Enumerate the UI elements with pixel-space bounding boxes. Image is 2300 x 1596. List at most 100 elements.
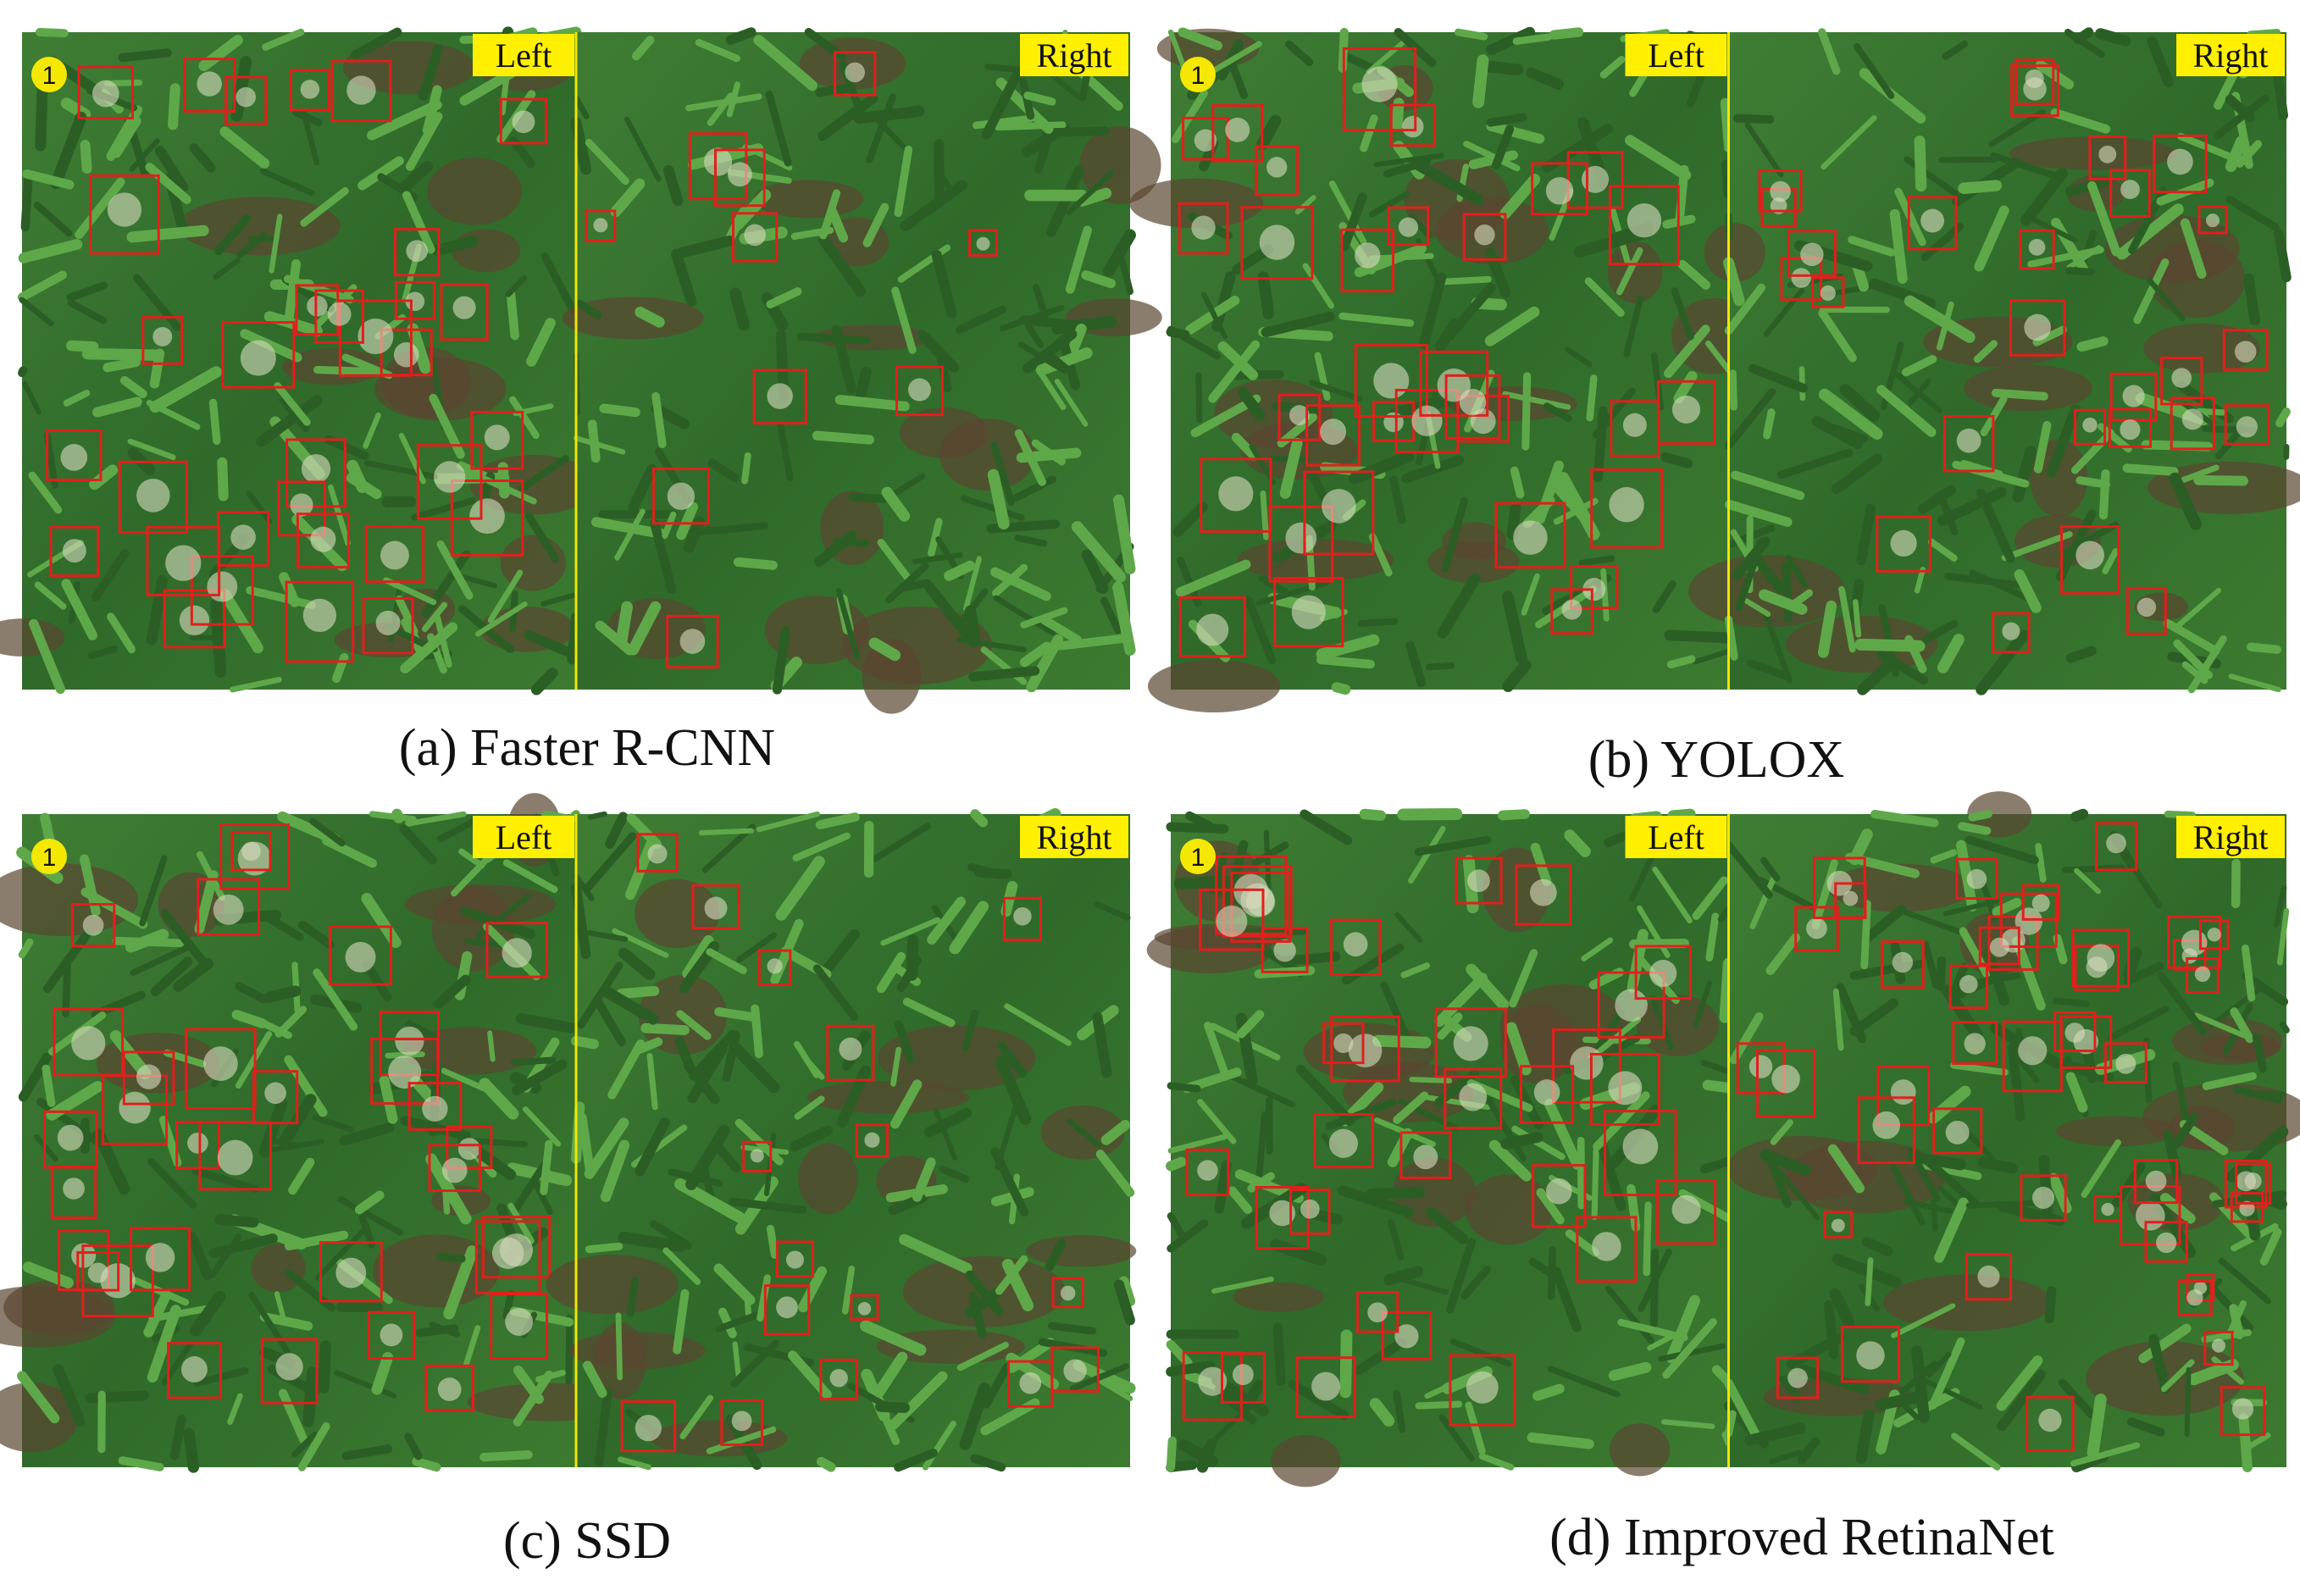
tassel — [744, 224, 766, 247]
leaf — [1393, 1389, 1406, 1433]
tassel — [2122, 385, 2145, 407]
leaf — [1907, 1147, 1941, 1202]
leaf — [1113, 1279, 1135, 1326]
leaf — [584, 832, 637, 892]
leaf — [235, 1031, 273, 1089]
leaf — [240, 329, 302, 363]
detection-box — [338, 299, 413, 377]
leaf — [479, 1450, 533, 1462]
leaf — [502, 1290, 515, 1320]
leaf — [405, 1019, 435, 1039]
tassel — [2211, 1338, 2226, 1353]
leaf — [673, 1288, 690, 1355]
soil — [2148, 240, 2246, 319]
left-label-bg — [473, 34, 574, 76]
detection-box — [424, 1364, 474, 1412]
leaf — [729, 287, 751, 331]
leaf — [434, 974, 471, 1009]
leaf — [993, 595, 1056, 636]
leaf — [890, 1079, 923, 1129]
leaf — [996, 1040, 1028, 1078]
leaf — [1732, 536, 1771, 580]
leaf — [17, 1371, 60, 1424]
leaf — [2046, 404, 2081, 478]
leaf — [1316, 634, 1380, 661]
leaf — [662, 511, 677, 539]
leaf — [2065, 1072, 2088, 1113]
leaf — [935, 169, 957, 197]
detection-box — [1857, 1096, 1915, 1165]
tassel — [1831, 1218, 1845, 1233]
leaf — [1373, 152, 1444, 168]
leaf — [1770, 1119, 1793, 1145]
leaf — [794, 1095, 825, 1120]
leaf — [367, 99, 442, 141]
detection-box — [1531, 162, 1588, 216]
leaf — [1195, 372, 1203, 424]
leaf — [511, 1056, 557, 1067]
detection-box — [2073, 408, 2107, 446]
detection-box — [141, 316, 184, 365]
leaf — [1054, 379, 1089, 427]
leaf — [1328, 180, 1367, 245]
leaf — [291, 108, 323, 127]
leaf — [236, 231, 268, 258]
leaf — [1564, 829, 1591, 857]
soil — [899, 407, 989, 458]
tassel — [1545, 1178, 1572, 1205]
tassel — [1063, 1359, 1087, 1383]
leaf — [2163, 618, 2220, 656]
leaf — [400, 1116, 471, 1140]
leaf — [1997, 1369, 2046, 1432]
tassel — [1373, 363, 1410, 399]
leaf — [309, 817, 346, 847]
leaf — [573, 435, 626, 455]
leaf — [1396, 1276, 1449, 1295]
leaf — [1391, 97, 1405, 131]
tassel — [593, 218, 608, 233]
leaf — [990, 441, 1015, 507]
leaf — [1968, 810, 1992, 822]
leaf — [235, 982, 269, 1004]
leaf — [640, 1022, 690, 1035]
tassel — [1627, 203, 1662, 238]
leaf — [91, 549, 130, 602]
leaf — [1445, 1238, 1476, 1314]
leaf — [1441, 496, 1469, 574]
leaf — [1926, 1351, 1952, 1378]
tassel — [2087, 944, 2115, 973]
leaf — [259, 1312, 313, 1331]
leaf — [214, 1214, 259, 1228]
leaf — [594, 1388, 612, 1467]
leaf — [1818, 388, 1883, 441]
leaf — [1853, 42, 1895, 99]
leaf — [1197, 1099, 1237, 1144]
tassel — [727, 162, 752, 187]
leaf — [1500, 1132, 1543, 1150]
tassel — [380, 540, 409, 570]
detection-box — [1955, 857, 1998, 901]
detection-box — [2093, 1194, 2122, 1222]
leaf — [518, 455, 569, 492]
leaf — [970, 1454, 1006, 1472]
detection-box — [2103, 1042, 2148, 1084]
leaf — [571, 883, 591, 960]
leaf — [67, 299, 108, 324]
leaf — [463, 1325, 481, 1368]
leaf — [2065, 646, 2097, 663]
tassel — [107, 192, 142, 227]
leaf — [1578, 555, 1616, 567]
leaf — [827, 207, 849, 243]
leaf — [28, 471, 63, 514]
leaf — [584, 1117, 629, 1179]
tassel — [1343, 932, 1368, 957]
tassel — [2186, 1289, 2203, 1306]
leaf — [1435, 275, 1492, 285]
leaf — [1910, 1345, 1930, 1423]
leaf — [1036, 368, 1067, 410]
detection-box — [362, 596, 414, 655]
leaf — [405, 811, 467, 827]
leaf — [1437, 1012, 1463, 1040]
leaf — [2180, 218, 2207, 280]
leaf — [63, 390, 91, 407]
